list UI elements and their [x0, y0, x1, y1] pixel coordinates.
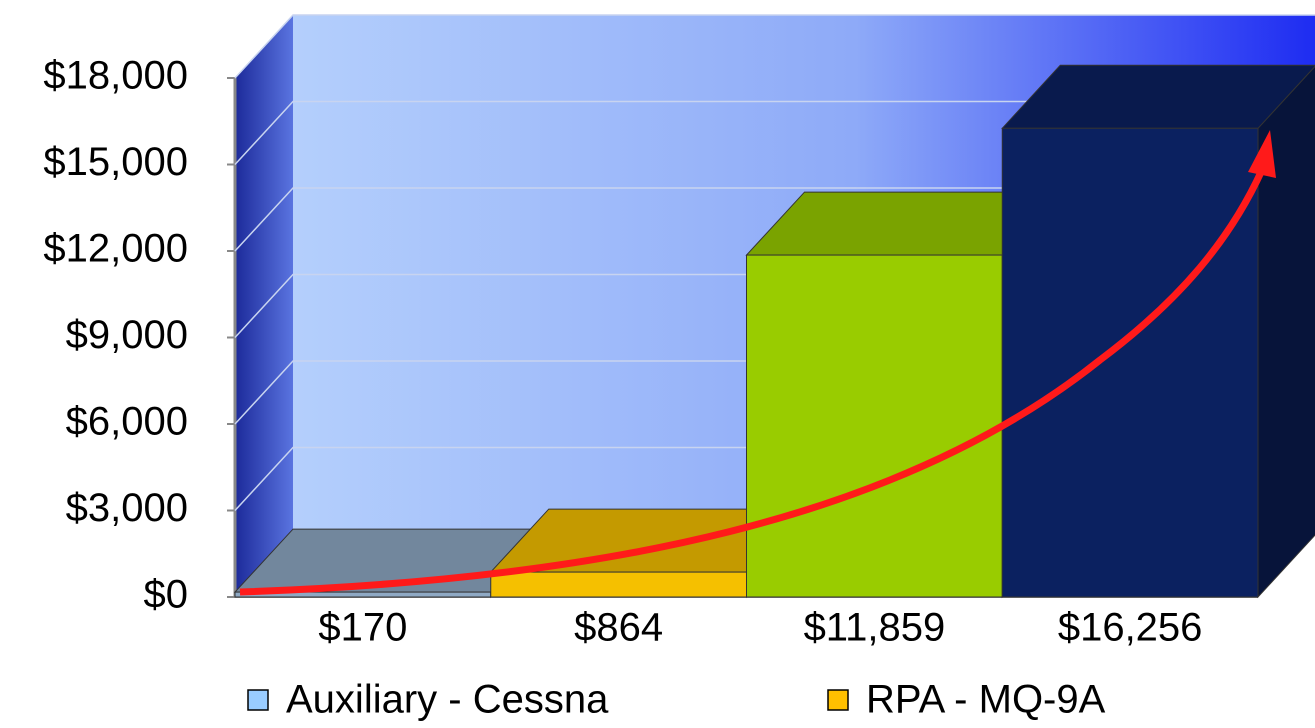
bar — [1001, 127, 1259, 598]
legend-swatch — [247, 689, 269, 711]
arrow-head — [1248, 130, 1276, 178]
y-tick-label: $0 — [144, 573, 189, 617]
y-tick-label: $9,000 — [66, 313, 188, 357]
y-tick-label: $6,000 — [66, 400, 188, 444]
value-label: $170 — [318, 606, 407, 650]
legend-swatch — [827, 689, 849, 711]
bar — [490, 571, 747, 598]
legend-label: RPA - MQ-9A — [866, 678, 1106, 722]
bar — [746, 254, 1003, 598]
value-label: $864 — [574, 606, 663, 650]
legend-label: Auxiliary - Cessna — [286, 678, 609, 722]
y-tick-label: $12,000 — [43, 227, 188, 271]
y-tick-label: $3,000 — [66, 486, 188, 530]
value-label: $16,256 — [1058, 606, 1203, 650]
value-label: $11,859 — [804, 606, 946, 650]
y-tick-label: $15,000 — [43, 140, 188, 184]
grid-line — [234, 187, 1315, 252]
trend-arrow — [239, 168, 1266, 596]
grid-line — [234, 100, 1315, 166]
grid-line — [234, 14, 1315, 79]
y-tick-label: $18,000 — [43, 54, 188, 98]
